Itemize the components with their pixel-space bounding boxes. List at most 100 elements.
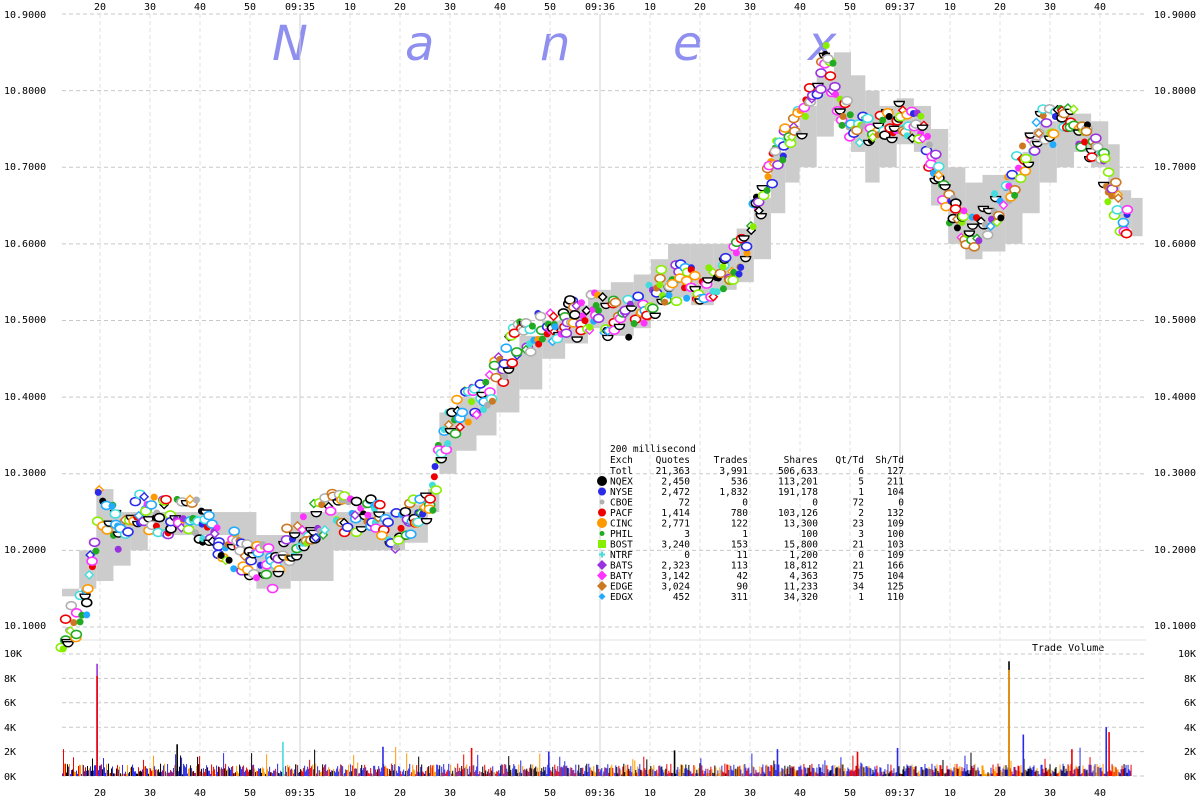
volume-bar (272, 773, 274, 776)
volume-bar (396, 770, 398, 776)
stats-quotes: 3,240 (661, 540, 690, 551)
volume-bar (625, 765, 627, 776)
volume-bar (936, 764, 938, 776)
volume-bar (195, 772, 197, 776)
volume-bar (873, 772, 875, 776)
volume-bar (75, 772, 77, 776)
volume-bar (1069, 770, 1071, 776)
volume-bar (184, 765, 186, 776)
volume-bar (1130, 764, 1132, 776)
grid-lines (62, 13, 1146, 777)
volume-bar (352, 765, 354, 776)
volume-bar (357, 762, 359, 776)
volume-bar (586, 763, 588, 776)
volume-bar (363, 767, 365, 776)
volume-bar (439, 765, 441, 776)
volume-bar (1048, 768, 1050, 776)
volume-bar (456, 772, 458, 776)
volume-bar (65, 763, 67, 776)
quote-marker (1047, 129, 1060, 139)
volume-bar (278, 773, 280, 776)
stats-sh-td: 166 (887, 561, 904, 572)
volume-bar (568, 768, 570, 776)
volume-bar (527, 770, 529, 776)
trade-marker (397, 524, 405, 532)
volume-bar (382, 746, 384, 776)
volume-bar (537, 767, 539, 776)
quote-marker (1080, 126, 1093, 137)
volume-bar (507, 771, 509, 776)
volume-bar (544, 770, 546, 776)
stats-sh-td: 103 (887, 540, 904, 551)
volume-bar (148, 773, 150, 776)
volume-bar (136, 773, 138, 776)
quote-marker (654, 273, 666, 284)
volume-bar (752, 765, 754, 776)
volume-bar (742, 773, 744, 776)
volume-bar (429, 773, 431, 776)
volume-bar (425, 770, 427, 776)
volume-bar (986, 774, 988, 776)
volume-bar (780, 771, 782, 776)
volume-bar (185, 767, 187, 776)
volume-bar (700, 758, 702, 776)
volume-bar (908, 767, 910, 776)
volume-bar (1071, 749, 1073, 776)
volume-bar (367, 770, 369, 776)
volume-bar (356, 768, 358, 776)
volume-bar (1044, 758, 1046, 776)
volume-bar (312, 764, 314, 776)
volume-bar (965, 771, 967, 776)
volume-bar (101, 764, 103, 776)
volume-bar (567, 767, 569, 776)
volume-bar (778, 764, 780, 776)
volume-bar (808, 767, 810, 776)
volume-bar (750, 773, 752, 776)
time-tick-label: 09:36 (585, 788, 615, 799)
volume-bar (149, 767, 151, 776)
trade-marker (1019, 142, 1027, 150)
volume-bar (901, 774, 903, 776)
volume-bar (649, 769, 651, 776)
volume-bar (345, 769, 347, 776)
volume-bar (916, 772, 918, 776)
trade-marker (468, 398, 476, 406)
volume-bar (665, 768, 667, 776)
stats-trades: 113 (731, 561, 748, 572)
trade-marker (483, 401, 491, 409)
stats-qt-td: 0 (858, 550, 864, 561)
volume-bar (401, 774, 403, 776)
volume-bar (493, 772, 495, 776)
volume-bar (259, 768, 261, 776)
volume-bar (470, 747, 473, 776)
volume-bar (209, 770, 211, 776)
volume-bar (816, 767, 818, 776)
volume-bar (932, 769, 934, 776)
trade-marker (578, 299, 586, 307)
volume-bar (394, 764, 396, 776)
volume-bar (387, 768, 389, 776)
volume-bar (299, 771, 301, 776)
volume-bar (490, 767, 492, 776)
volume-bar (555, 769, 557, 776)
volume-bar (662, 769, 664, 776)
volume-bar (1078, 766, 1080, 776)
quote-marker (1099, 153, 1111, 163)
volume-bar (939, 765, 941, 776)
volume-bar (146, 768, 148, 776)
volume-bar (1105, 727, 1108, 776)
volume-bar (251, 753, 253, 776)
volume-bar (1104, 773, 1106, 776)
volume-bar (673, 750, 676, 776)
volume-bar (884, 769, 886, 776)
stats-exch: PACF (610, 508, 633, 519)
volume-bar (1006, 769, 1008, 776)
volume-bar (391, 763, 393, 776)
quote-marker (430, 485, 442, 495)
quote-marker (129, 496, 142, 507)
trade-marker (538, 335, 546, 343)
volume-tick-label: 8K (1184, 674, 1196, 685)
volume-bar (424, 773, 426, 776)
volume-bar (417, 771, 419, 776)
volume-bar (260, 768, 262, 776)
